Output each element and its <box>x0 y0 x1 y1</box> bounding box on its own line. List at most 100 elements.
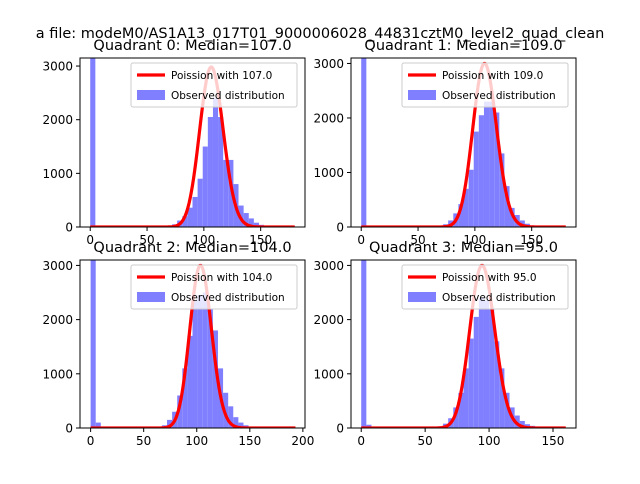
legend-bar-swatch <box>408 90 436 100</box>
histogram-bar <box>494 112 500 227</box>
legend-bar-swatch <box>408 292 436 302</box>
legend: Poission with 109.0 Observed distribution <box>401 62 569 108</box>
histogram-bar <box>458 392 464 428</box>
legend-bar-swatch <box>137 90 165 100</box>
histogram-bar <box>95 422 101 428</box>
histogram-bar <box>90 260 96 428</box>
histogram-bar <box>489 308 495 428</box>
x-tick-label: 100 <box>478 434 501 448</box>
legend-label-observed: Observed distribution <box>171 90 285 102</box>
axes-frame <box>79 259 306 429</box>
histogram-bar <box>361 58 367 227</box>
histogram-bar <box>192 196 198 227</box>
subplot-title: Quadrant 1: Median=109.0 <box>364 38 562 54</box>
x-tick-label: 100 <box>463 233 486 247</box>
x-tick-label: 150 <box>520 233 543 247</box>
histogram-bar <box>468 338 474 428</box>
y-tick-label: 3000 <box>313 259 344 273</box>
subplot-title: Quadrant 2: Median=104.0 <box>93 240 291 256</box>
legend-label-poisson: Poission with 104.0 <box>171 272 272 284</box>
legend: Poission with 95.0 Observed distribution <box>401 264 569 310</box>
histogram-bar <box>463 188 469 227</box>
x-tick-label: 50 <box>418 434 433 448</box>
histogram-bar <box>494 341 500 428</box>
histogram-bar <box>458 204 464 227</box>
subplot-title: Quadrant 0: Median=107.0 <box>93 38 291 54</box>
legend-label-observed: Observed distribution <box>171 292 285 304</box>
plot-area <box>360 58 567 227</box>
y-tick-label: 0 <box>65 422 73 436</box>
figure-suptitle: a file: modeM0/AS1A13_017T01_9000006028_… <box>36 26 605 42</box>
histogram-bar <box>212 330 218 428</box>
legend-box <box>401 264 569 310</box>
axes-frame <box>350 259 577 429</box>
x-tick-label: 0 <box>87 434 95 448</box>
y-tick-label: 2000 <box>42 113 73 127</box>
histogram-bar <box>253 222 259 227</box>
y-tick-label: 0 <box>65 221 73 235</box>
histogram-bar <box>248 218 254 227</box>
x-tick-label: 0 <box>357 233 365 247</box>
histogram-bar <box>202 292 208 428</box>
subplot-quadrant-3: Quadrant 3: Median=95.0 0 50 100 150 0 1000 200… <box>313 240 577 448</box>
y-tick-label: 0 <box>336 221 344 235</box>
histogram-bar <box>197 295 203 428</box>
legend-label-poisson: Poission with 95.0 <box>442 272 537 284</box>
y-tick-label: 1000 <box>313 166 344 180</box>
x-tick-label: 150 <box>249 233 272 247</box>
histogram-bar <box>478 115 484 227</box>
y-tick-label: 1000 <box>42 367 73 381</box>
histogram-bar <box>207 308 213 428</box>
subplot-quadrant-0: Quadrant 0: Median=107.0 0 50 100 150 0 1000 20… <box>42 38 306 247</box>
histogram-bar <box>228 159 234 227</box>
y-tick-label: 2000 <box>313 313 344 327</box>
histogram-bar <box>182 368 188 428</box>
histogram-bar <box>504 392 510 428</box>
histogram-bar <box>504 186 510 227</box>
x-tick-label: 50 <box>139 233 154 247</box>
histogram-bar <box>366 424 372 428</box>
y-tick-label: 3000 <box>313 57 344 71</box>
subplot-grid: Quadrant 0: Median=107.00 50 100 1500100020… <box>42 38 577 448</box>
x-tick-label: 50 <box>136 434 151 448</box>
y-tick-label: 2000 <box>313 111 344 125</box>
histogram-bar <box>499 368 505 428</box>
histogram-bar <box>238 422 244 428</box>
histogram-bar <box>361 260 367 428</box>
histogram-bar <box>483 101 490 227</box>
y-tick-label: 2000 <box>42 313 73 327</box>
histogram-bar <box>207 117 213 227</box>
histogram-bar <box>228 406 234 428</box>
histogram-bar <box>197 178 203 227</box>
histogram-bar <box>177 395 183 428</box>
legend-bar-swatch <box>137 292 165 302</box>
histogram-bar <box>489 101 495 227</box>
x-tick-label: 100 <box>192 233 215 247</box>
legend-label-poisson: Poission with 109.0 <box>442 70 543 82</box>
histogram-bar <box>223 159 229 227</box>
x-tick-label: 150 <box>542 434 565 448</box>
histogram-bar <box>90 58 96 227</box>
x-tick-label: 100 <box>185 434 208 448</box>
histogram-bar <box>218 117 224 227</box>
y-tick-label: 0 <box>336 422 344 436</box>
x-tick-label: 0 <box>86 233 94 247</box>
y-tick-label: 3000 <box>42 259 73 273</box>
histogram-bar <box>483 300 490 428</box>
histogram-bar <box>233 417 239 428</box>
y-tick-label: 3000 <box>42 60 73 74</box>
legend-box <box>130 264 298 310</box>
histogram-bar <box>187 207 193 227</box>
legend-label-poisson: Poission with 107.0 <box>171 70 272 82</box>
subplot-title: Quadrant 3: Median=95.0 <box>369 240 558 256</box>
histogram-bar <box>192 300 198 428</box>
legend: Poission with 107.0 Observed distribution <box>130 62 298 108</box>
x-tick-label: 0 <box>357 434 365 448</box>
subplot-quadrant-2: Quadrant 2: Median=104.00 50 100 150 2000100… <box>42 240 314 448</box>
axes-frame <box>350 57 577 228</box>
histogram-bar <box>182 216 188 227</box>
legend-label-observed: Observed distribution <box>442 292 556 304</box>
legend-box <box>130 62 298 108</box>
histogram-bar <box>463 368 469 428</box>
